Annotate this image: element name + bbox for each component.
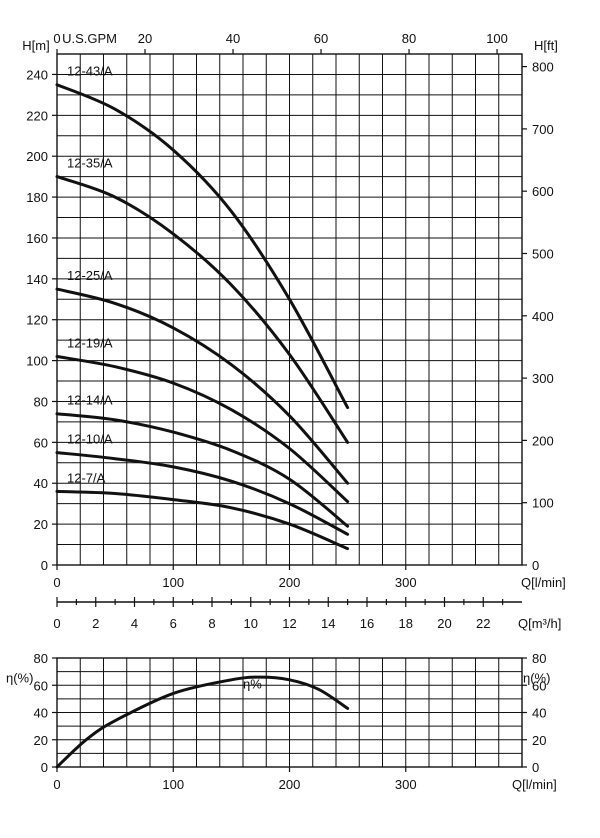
m3h-tick-label: 4	[131, 616, 138, 631]
y-tick-label: 140	[26, 272, 48, 287]
series-line-12-19/A	[55, 355, 350, 504]
x2-tick-label: 100	[486, 31, 508, 46]
eff-y2-tick-label: 20	[532, 733, 546, 748]
y-tick-label: 100	[26, 354, 48, 369]
y-tick-label: 240	[26, 67, 48, 82]
series-line-12-10/A	[55, 451, 350, 536]
m3h-tick-label: 8	[208, 616, 215, 631]
y2-tick-label: 800	[532, 60, 554, 75]
flow-m3h-axis: 0 2 4 6 8 10 12 14 16 18 20 22 Q[m³/h]	[53, 597, 561, 631]
eff-series-line	[55, 675, 350, 769]
eff-x-tick-label: 0	[53, 777, 60, 792]
series-label: 12-14/A	[67, 393, 113, 408]
series-label: 12-43/A	[67, 64, 113, 79]
x2-tick-label: 60	[314, 31, 328, 46]
m3h-tick-label: 10	[244, 616, 258, 631]
x2-tick-label: 0	[53, 31, 60, 46]
eff-x-tick-label: 300	[395, 777, 417, 792]
eff-y-tick-label: 20	[34, 733, 48, 748]
y-tick-label: 60	[34, 435, 48, 450]
y2-tick-label: 400	[532, 309, 554, 324]
series-line-12-25/A	[55, 287, 350, 485]
m3h-tick-label: 14	[321, 616, 335, 631]
y2-tick-label: 100	[532, 496, 554, 511]
x-tick-label: 300	[395, 575, 417, 590]
y2-tick-label: 700	[532, 122, 554, 137]
m3h-tick-label: 0	[53, 616, 60, 631]
eff-y-axis-title: η(%)	[6, 670, 33, 685]
y-tick-label: 180	[26, 190, 48, 205]
x-tick-label: 100	[162, 575, 184, 590]
series-label: 12-19/A	[67, 336, 113, 351]
m3h-tick-label: 18	[399, 616, 413, 631]
m3h-axis-title: Q[m³/h]	[518, 616, 561, 631]
y2-tick-label: 0	[532, 558, 539, 573]
eff-y2-tick-label: 80	[532, 651, 546, 666]
y-tick-label: 220	[26, 108, 48, 123]
y2-tick-label: 500	[532, 246, 554, 261]
m3h-tick-label: 6	[170, 616, 177, 631]
y-tick-label: 0	[41, 558, 48, 573]
y-tick-label: 80	[34, 394, 48, 409]
eff-y-tick-label: 0	[41, 760, 48, 775]
m3h-tick-label: 20	[437, 616, 451, 631]
m3h-tick-label: 2	[92, 616, 99, 631]
series-label: 12-25/A	[67, 268, 113, 283]
m3h-tick-label: 16	[360, 616, 374, 631]
x-axis-title: Q[l/min]	[521, 575, 566, 590]
series-label: 12-10/A	[67, 432, 113, 447]
y-tick-label: 160	[26, 231, 48, 246]
eff-x-axis-title: Q[l/min]	[512, 777, 557, 792]
eff-y-tick-label: 80	[34, 651, 48, 666]
m3h-tick-label: 12	[282, 616, 296, 631]
y-tick-label: 20	[34, 517, 48, 532]
series-line-12-43/A	[55, 83, 350, 410]
eff-y2-tick-label: 40	[532, 706, 546, 721]
eff-y-tick-label: 60	[34, 678, 48, 693]
m3h-tick-label: 22	[476, 616, 490, 631]
eff-x-tick-label: 100	[162, 777, 184, 792]
x2-axis-title: U.S.GPM	[62, 31, 117, 46]
series-line-12-35/A	[55, 175, 350, 444]
x-tick-label: 200	[279, 575, 301, 590]
eff-series-label: η%	[243, 677, 262, 692]
eff-x-tick-label: 200	[279, 777, 301, 792]
head-flow-chart: 0204060801001201401601802002202400100200…	[22, 31, 566, 590]
y2-tick-label: 300	[532, 371, 554, 386]
eff-y2-axis-title: η(%)	[523, 670, 550, 685]
eff-y-tick-label: 40	[34, 706, 48, 721]
y2-axis-title: H[ft]	[534, 38, 558, 53]
x2-tick-label: 40	[226, 31, 240, 46]
x2-tick-label: 80	[402, 31, 416, 46]
series-line-12-14/A	[55, 412, 350, 528]
series-line-12-7/A	[55, 489, 350, 551]
eff-y2-tick-label: 0	[532, 760, 539, 775]
x2-tick-label: 20	[138, 31, 152, 46]
y-tick-label: 40	[34, 476, 48, 491]
y-tick-label: 200	[26, 149, 48, 164]
y2-tick-label: 200	[532, 433, 554, 448]
x-tick-label: 0	[53, 575, 60, 590]
series-label: 12-7/A	[67, 470, 106, 485]
eff-y2-tick-label: 60	[532, 678, 546, 693]
y-axis-title: H[m]	[22, 38, 49, 53]
series-label: 12-35/A	[67, 156, 113, 171]
y2-tick-label: 600	[532, 184, 554, 199]
y-tick-label: 120	[26, 313, 48, 328]
